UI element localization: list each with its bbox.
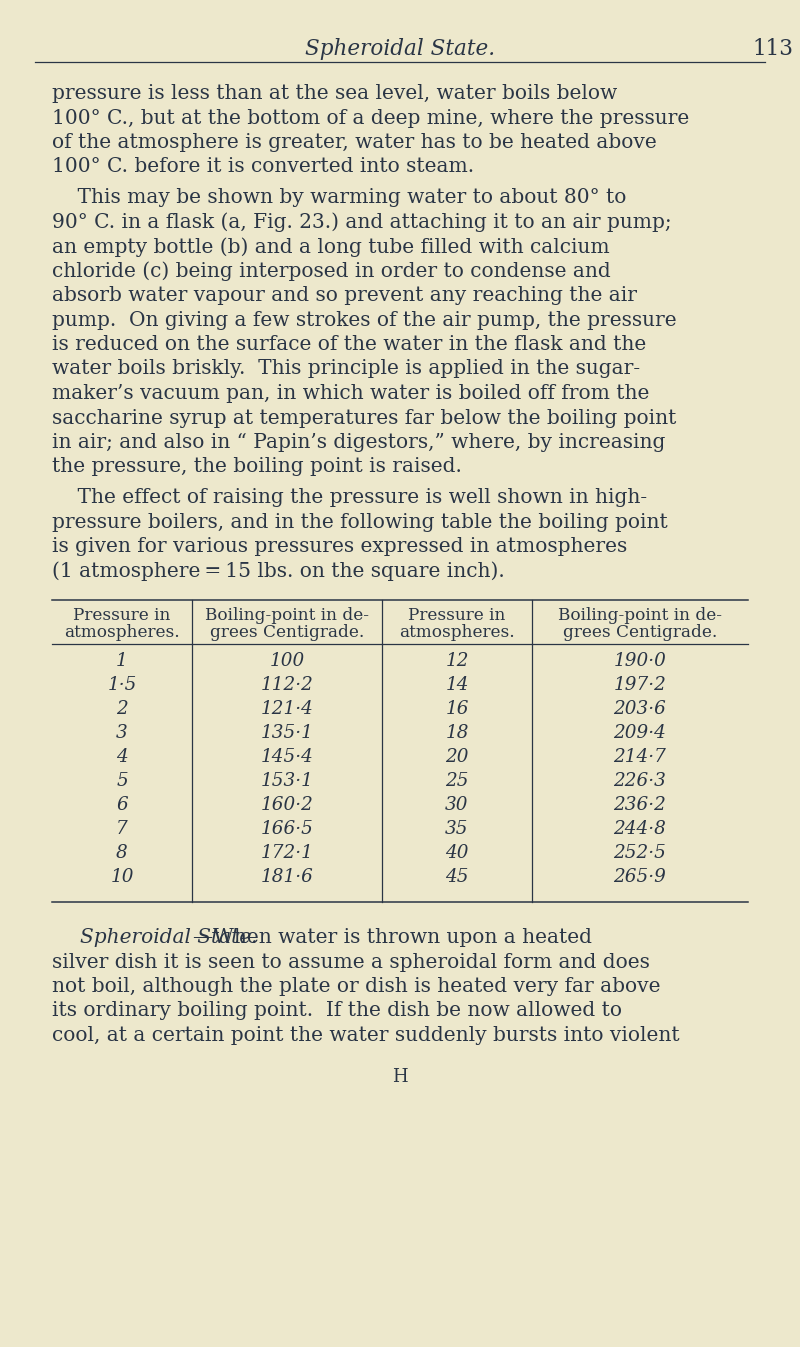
Text: 153·1: 153·1 bbox=[261, 772, 314, 789]
Text: 197·2: 197·2 bbox=[614, 676, 666, 694]
Text: grees Centigrade.: grees Centigrade. bbox=[210, 624, 364, 641]
Text: an empty bottle (b) and a long tube filled with calcium: an empty bottle (b) and a long tube fill… bbox=[52, 237, 610, 257]
Text: 12: 12 bbox=[446, 652, 469, 669]
Text: pressure boilers, and in the following table the boiling point: pressure boilers, and in the following t… bbox=[52, 512, 668, 532]
Text: Spheroidal State.: Spheroidal State. bbox=[80, 928, 258, 947]
Text: cool, at a certain point the water suddenly bursts into violent: cool, at a certain point the water sudde… bbox=[52, 1026, 680, 1045]
Text: is given for various pressures expressed in atmospheres: is given for various pressures expressed… bbox=[52, 537, 627, 556]
Text: 236·2: 236·2 bbox=[614, 796, 666, 814]
Text: the pressure, the boiling point is raised.: the pressure, the boiling point is raise… bbox=[52, 458, 462, 477]
Text: 203·6: 203·6 bbox=[614, 700, 666, 718]
Text: atmospheres.: atmospheres. bbox=[64, 624, 180, 641]
Text: 1·5: 1·5 bbox=[107, 676, 137, 694]
Text: in air; and also in “ Papin’s digestors,” where, by increasing: in air; and also in “ Papin’s digestors,… bbox=[52, 432, 666, 453]
Text: 7: 7 bbox=[116, 820, 128, 838]
Text: saccharine syrup at temperatures far below the boiling point: saccharine syrup at temperatures far bel… bbox=[52, 408, 676, 427]
Text: 35: 35 bbox=[446, 820, 469, 838]
Text: Boiling-point in de-: Boiling-point in de- bbox=[558, 607, 722, 624]
Text: 172·1: 172·1 bbox=[261, 845, 314, 862]
Text: silver dish it is seen to assume a spheroidal form and does: silver dish it is seen to assume a spher… bbox=[52, 952, 650, 971]
Text: 160·2: 160·2 bbox=[261, 796, 314, 814]
Text: 40: 40 bbox=[446, 845, 469, 862]
Text: 209·4: 209·4 bbox=[614, 723, 666, 742]
Text: 244·8: 244·8 bbox=[614, 820, 666, 838]
Text: The effect of raising the pressure is well shown in high-: The effect of raising the pressure is we… bbox=[52, 488, 647, 506]
Text: 113: 113 bbox=[752, 38, 793, 61]
Text: 14: 14 bbox=[446, 676, 469, 694]
Text: H: H bbox=[392, 1068, 408, 1087]
Text: Pressure in: Pressure in bbox=[74, 607, 170, 624]
Text: 190·0: 190·0 bbox=[614, 652, 666, 669]
Text: 5: 5 bbox=[116, 772, 128, 789]
Text: 181·6: 181·6 bbox=[261, 867, 314, 886]
Text: 25: 25 bbox=[446, 772, 469, 789]
Text: 4: 4 bbox=[116, 748, 128, 766]
Text: grees Centigrade.: grees Centigrade. bbox=[563, 624, 717, 641]
Text: absorb water vapour and so prevent any reaching the air: absorb water vapour and so prevent any r… bbox=[52, 286, 637, 304]
Text: is reduced on the surface of the water in the flask and the: is reduced on the surface of the water i… bbox=[52, 335, 646, 354]
Text: pump.  On giving a few strokes of the air pump, the pressure: pump. On giving a few strokes of the air… bbox=[52, 311, 677, 330]
Text: 100° C. before it is converted into steam.: 100° C. before it is converted into stea… bbox=[52, 158, 474, 176]
Text: 135·1: 135·1 bbox=[261, 723, 314, 742]
Text: 252·5: 252·5 bbox=[614, 845, 666, 862]
Text: 226·3: 226·3 bbox=[614, 772, 666, 789]
Text: 18: 18 bbox=[446, 723, 469, 742]
Text: atmospheres.: atmospheres. bbox=[399, 624, 515, 641]
Text: 16: 16 bbox=[446, 700, 469, 718]
Text: 90° C. in a flask (a, Fig. 23.) and attaching it to an air pump;: 90° C. in a flask (a, Fig. 23.) and atta… bbox=[52, 213, 672, 232]
Text: 6: 6 bbox=[116, 796, 128, 814]
Text: 214·7: 214·7 bbox=[614, 748, 666, 766]
Text: 100° C., but at the bottom of a deep mine, where the pressure: 100° C., but at the bottom of a deep min… bbox=[52, 109, 690, 128]
Text: 1: 1 bbox=[116, 652, 128, 669]
Text: —When water is thrown upon a heated: —When water is thrown upon a heated bbox=[193, 928, 592, 947]
Text: 112·2: 112·2 bbox=[261, 676, 314, 694]
Text: water boils briskly.  This principle is applied in the sugar-: water boils briskly. This principle is a… bbox=[52, 360, 640, 379]
Text: 8: 8 bbox=[116, 845, 128, 862]
Text: 2: 2 bbox=[116, 700, 128, 718]
Text: of the atmosphere is greater, water has to be heated above: of the atmosphere is greater, water has … bbox=[52, 133, 657, 152]
Text: Spheroidal State.: Spheroidal State. bbox=[305, 38, 495, 61]
Text: Boiling-point in de-: Boiling-point in de- bbox=[205, 607, 369, 624]
Text: 145·4: 145·4 bbox=[261, 748, 314, 766]
Text: 121·4: 121·4 bbox=[261, 700, 314, 718]
Text: 20: 20 bbox=[446, 748, 469, 766]
Text: 10: 10 bbox=[110, 867, 134, 886]
Text: (1 atmosphere = 15 lbs. on the square inch).: (1 atmosphere = 15 lbs. on the square in… bbox=[52, 562, 505, 581]
Text: chloride (c) being interposed in order to condense and: chloride (c) being interposed in order t… bbox=[52, 261, 610, 282]
Text: Pressure in: Pressure in bbox=[408, 607, 506, 624]
Text: 166·5: 166·5 bbox=[261, 820, 314, 838]
Text: 45: 45 bbox=[446, 867, 469, 886]
Text: pressure is less than at the sea level, water boils below: pressure is less than at the sea level, … bbox=[52, 84, 618, 102]
Text: 265·9: 265·9 bbox=[614, 867, 666, 886]
Text: maker’s vacuum pan, in which water is boiled off from the: maker’s vacuum pan, in which water is bo… bbox=[52, 384, 650, 403]
Text: 30: 30 bbox=[446, 796, 469, 814]
Text: its ordinary boiling point.  If the dish be now allowed to: its ordinary boiling point. If the dish … bbox=[52, 1002, 622, 1021]
Text: not boil, although the plate or dish is heated very far above: not boil, although the plate or dish is … bbox=[52, 977, 661, 995]
Text: 100: 100 bbox=[270, 652, 305, 669]
Text: This may be shown by warming water to about 80° to: This may be shown by warming water to ab… bbox=[52, 189, 626, 207]
Text: 3: 3 bbox=[116, 723, 128, 742]
